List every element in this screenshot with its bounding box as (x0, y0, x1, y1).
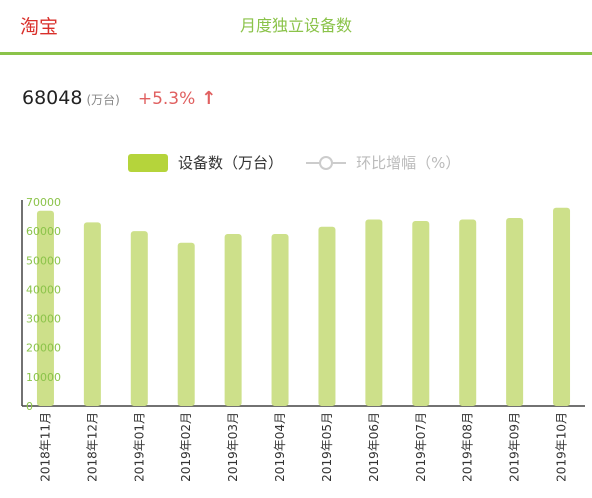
x-tick-label: 2019年05月 (320, 412, 334, 482)
legend-label-devices: 设备数（万台） (178, 154, 284, 172)
y-tick-label: 10000 (26, 371, 61, 384)
x-tick-label: 2019年08月 (461, 412, 475, 482)
y-tick-label: 40000 (26, 283, 61, 296)
legend-item-growth[interactable]: 环比增幅（%） (288, 152, 460, 173)
bar (365, 219, 383, 406)
bar (271, 234, 289, 406)
y-tick-label: 30000 (26, 313, 61, 326)
chart-legend: 设备数（万台） 环比增幅（%） (128, 152, 460, 174)
y-tick-label: 70000 (26, 196, 61, 209)
legend-item-devices[interactable]: 设备数（万台） (128, 152, 283, 173)
x-tick-label: 2019年10月 (555, 412, 569, 482)
summary-value: 68048 (22, 87, 83, 109)
bar (130, 231, 148, 406)
bar-chart: 0 10000 20000 30000 40000 50000 60000 70000 2018… (21, 196, 585, 482)
bar (224, 234, 242, 406)
y-tick-label: 20000 (26, 342, 61, 355)
bar (412, 220, 430, 406)
summary-change: +5.3% (137, 89, 196, 109)
x-tick-label: 2019年09月 (508, 412, 522, 482)
bar (318, 226, 336, 406)
summary-stat: 68048 (万台) +5.3% ↑ (22, 87, 216, 113)
legend-label-growth: 环比增幅（%） (356, 154, 461, 172)
arrow-up-icon: ↑ (201, 88, 217, 109)
legend-line-marker-icon (306, 155, 347, 170)
x-tick-label: 2019年02月 (179, 412, 193, 482)
summary-unit: (万台) (86, 93, 120, 107)
bar (506, 218, 524, 406)
header-divider (0, 52, 592, 55)
app-name: 淘宝 (20, 16, 59, 38)
y-tick-label: 50000 (26, 254, 61, 267)
x-tick-label: 2018年12月 (85, 412, 99, 482)
bar (36, 210, 54, 406)
x-tick-label: 2019年06月 (367, 412, 381, 482)
page-title: 月度独立设备数 (239, 16, 352, 35)
header-bar: 淘宝 月度独立设备数 (0, 0, 592, 52)
x-tick-label: 2018年11月 (38, 412, 52, 482)
bar (553, 207, 571, 406)
bar (177, 242, 195, 406)
legend-bar-swatch-icon (128, 153, 168, 172)
x-tick-label: 2019年07月 (414, 412, 428, 482)
bar (83, 222, 101, 406)
bar (459, 219, 477, 406)
x-tick-label: 2019年01月 (132, 412, 146, 482)
y-tick-label: 60000 (26, 225, 61, 238)
x-tick-label: 2019年03月 (226, 412, 240, 482)
y-tick-label: 0 (26, 400, 33, 413)
x-tick-label: 2019年04月 (273, 412, 287, 482)
